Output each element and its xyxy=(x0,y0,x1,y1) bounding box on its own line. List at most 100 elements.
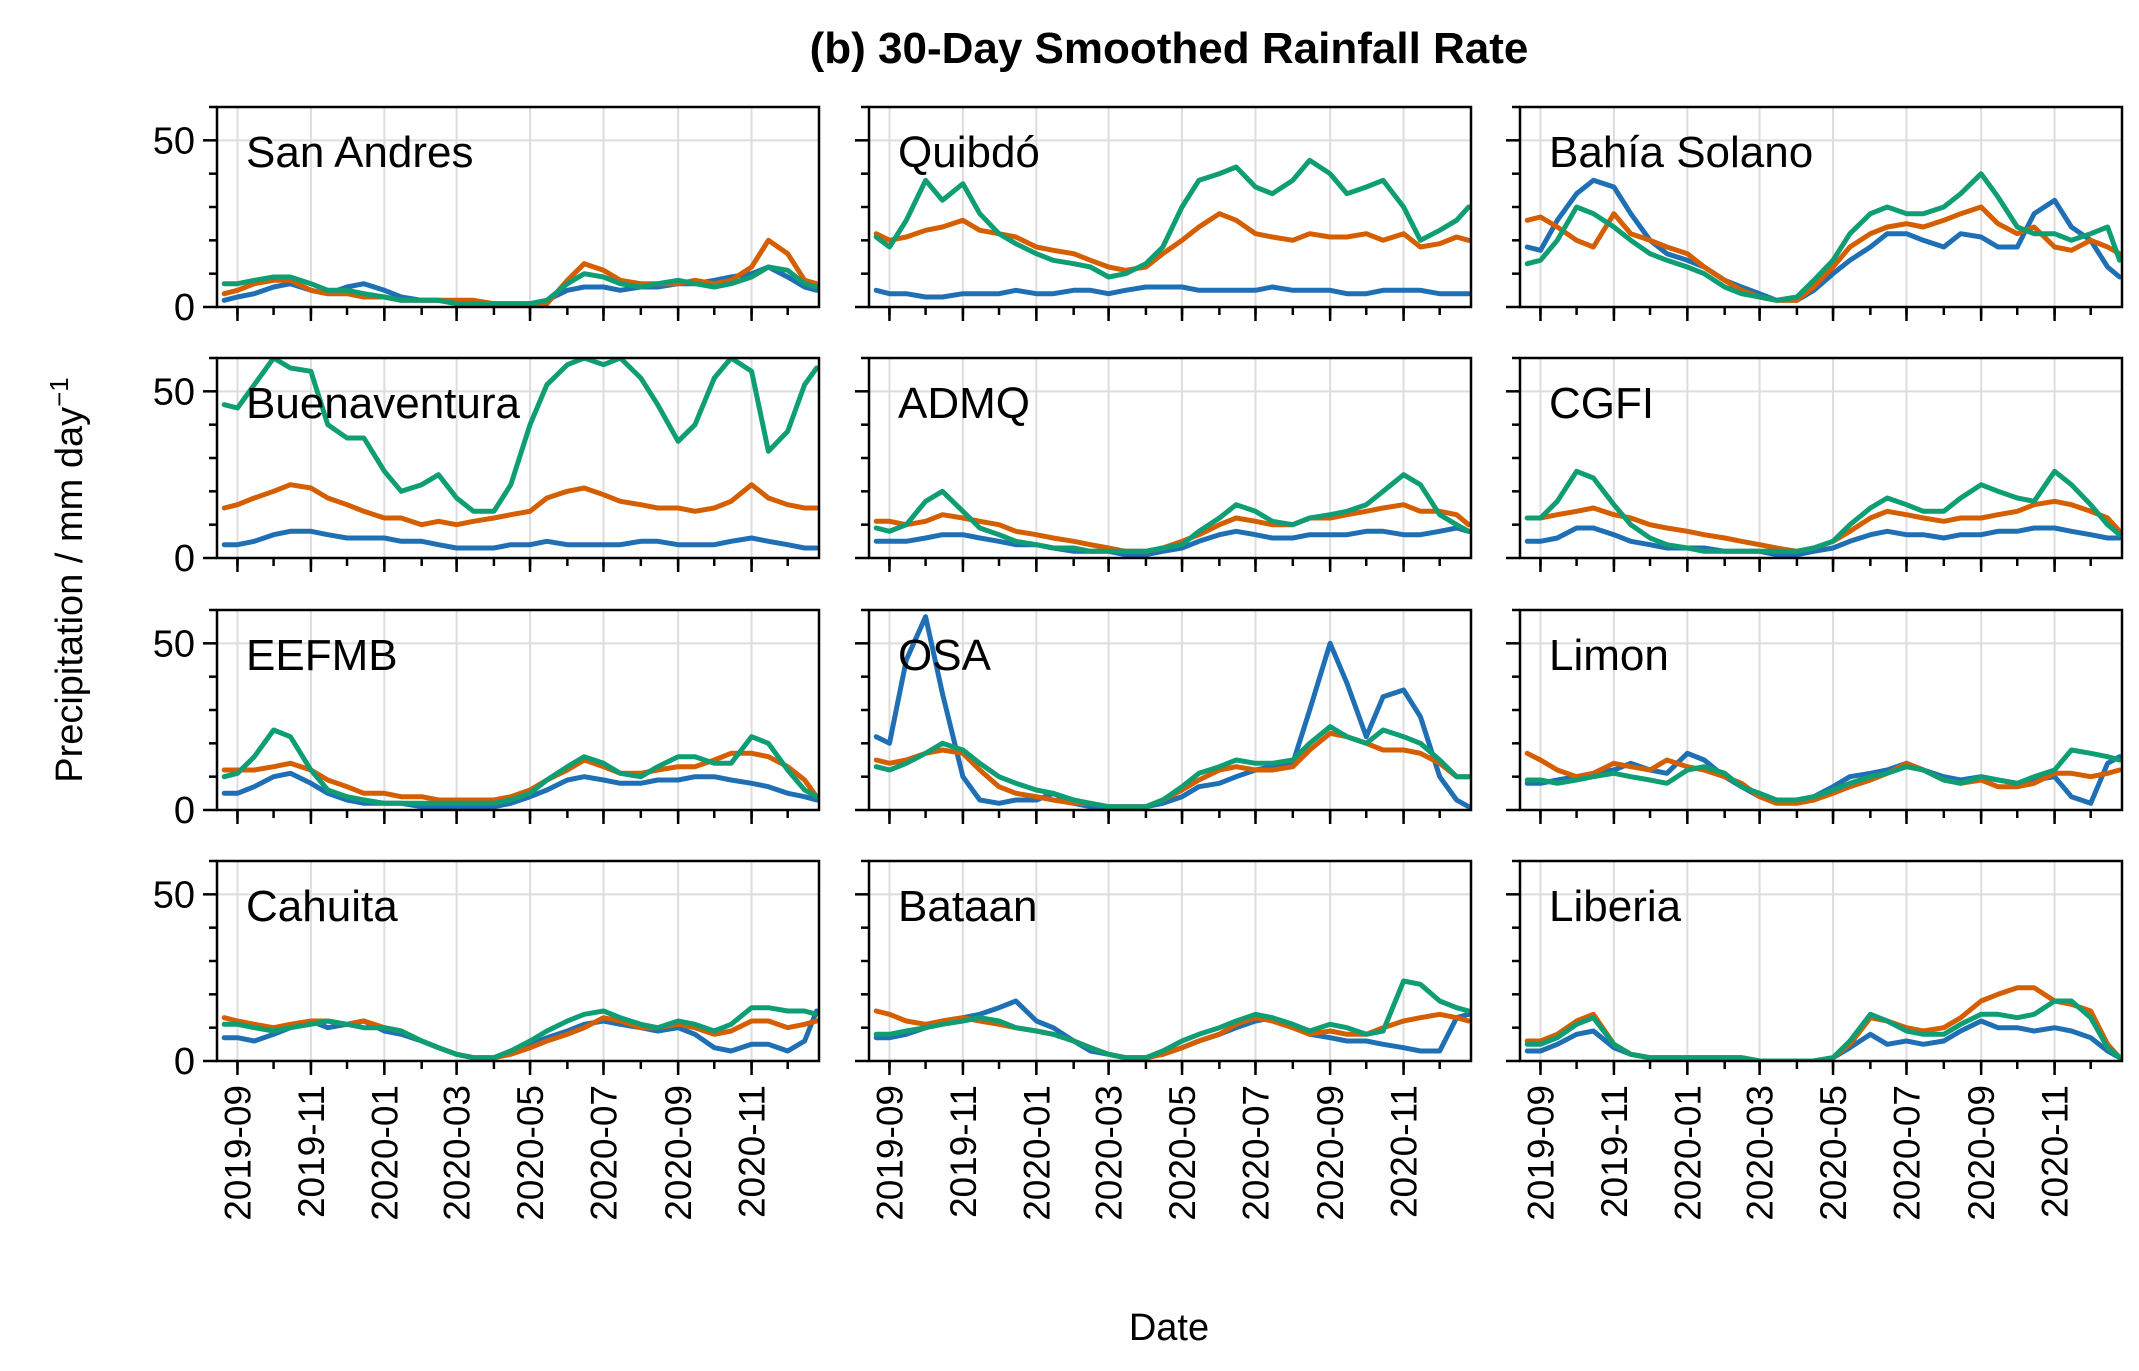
series-group xyxy=(221,727,819,810)
panel-buenaventura: 0 50 Buenaventura xyxy=(153,356,821,580)
series-line-3 xyxy=(873,978,1471,1061)
series-group xyxy=(221,237,819,307)
series-line-2 xyxy=(873,1008,1471,1061)
series-line-1 xyxy=(221,528,819,551)
station-name: Buenaventura xyxy=(246,379,521,428)
series-group xyxy=(221,358,819,551)
series-line-3 xyxy=(221,727,819,806)
x-tick-label: 2020-11 xyxy=(2035,1085,2076,1218)
series-line-3 xyxy=(221,1005,819,1061)
series-line-3 xyxy=(221,264,819,307)
y-axis-label-main: Precipitation / mm day xyxy=(49,407,91,783)
x-tick-label: 2020-07 xyxy=(584,1085,625,1221)
station-name: San Andres xyxy=(246,128,474,177)
panel-liberia: 2019-09 2019-11 2020-01 2020-03 2020-05 2020-… xyxy=(1506,859,2124,1221)
x-axis-label: Date xyxy=(1129,1307,1209,1349)
station-name: Cahuita xyxy=(246,882,398,931)
series-line-1 xyxy=(873,284,1471,300)
series-line-1 xyxy=(221,770,819,810)
station-name: EEFMB xyxy=(246,631,398,680)
series-line-3 xyxy=(873,157,1471,280)
x-tick-label: 2020-01 xyxy=(364,1085,405,1221)
y-tick-label: 50 xyxy=(153,120,195,162)
x-tick-label: 2020-05 xyxy=(1813,1085,1854,1221)
series-line-2 xyxy=(873,211,1471,273)
series-line-2 xyxy=(1524,750,2122,806)
panel-bataan: 2019-09 2019-11 2020-01 2020-03 2020-05 2020-… xyxy=(855,859,1473,1221)
y-tick-label: 0 xyxy=(174,1041,195,1083)
figure-title: (b) 30-Day Smoothed Rainfall Rate xyxy=(810,24,1529,73)
x-tick-label: 2020-01 xyxy=(1667,1085,1708,1221)
y-axis-label: Precipitation / mm day−1 xyxy=(44,377,91,783)
x-tick-label: 2019-09 xyxy=(1521,1085,1562,1221)
x-tick-label: 2020-01 xyxy=(1016,1085,1057,1221)
panel-admq: ADMQ xyxy=(855,356,1473,572)
station-name: Bahía Solano xyxy=(1549,128,1813,177)
x-tick-label: 2020-05 xyxy=(1162,1085,1203,1221)
x-tick-label: 2020-03 xyxy=(1089,1085,1130,1221)
y-tick-label: 0 xyxy=(174,538,195,580)
x-tick-label: 2020-03 xyxy=(1740,1085,1781,1221)
x-tick-label: 2019-09 xyxy=(218,1085,259,1221)
y-tick-label: 50 xyxy=(153,623,195,665)
series-line-1 xyxy=(1524,525,2122,558)
station-name: CGFI xyxy=(1549,379,1654,428)
x-tick-label: 2019-11 xyxy=(943,1085,984,1218)
panel-limon: Limon xyxy=(1506,608,2124,824)
series-group xyxy=(1524,171,2122,303)
x-tick-label: 2020-07 xyxy=(1887,1085,1928,1221)
x-tick-label: 2019-11 xyxy=(1594,1085,1635,1218)
station-name: Liberia xyxy=(1549,882,1682,931)
panel-grid: 0 50 San Andres Quibdó Bahía Solano 0 50 Buenav… xyxy=(153,105,2124,1221)
series-group xyxy=(221,1005,819,1061)
series-line-3 xyxy=(873,724,1471,810)
series-line-3 xyxy=(221,358,819,514)
series-line-2 xyxy=(221,750,819,803)
series-line-1 xyxy=(873,525,1471,558)
panel-bah-a-solano: Bahía Solano xyxy=(1506,105,2124,321)
x-tick-label: 2020-11 xyxy=(1384,1085,1425,1218)
y-tick-label: 50 xyxy=(153,874,195,916)
series-group xyxy=(873,614,1471,810)
series-line-1 xyxy=(873,614,1471,810)
station-name: Bataan xyxy=(898,882,1037,931)
series-line-3 xyxy=(1524,468,2122,554)
station-name: Limon xyxy=(1549,631,1669,680)
x-tick-label: 2019-11 xyxy=(291,1085,332,1218)
y-tick-label: 50 xyxy=(153,371,195,413)
panel-cgfi: CGFI xyxy=(1506,356,2124,572)
series-group xyxy=(873,472,1471,558)
station-name: OSA xyxy=(898,631,992,680)
x-tick-label: 2020-09 xyxy=(658,1085,699,1221)
series-group xyxy=(1524,468,2122,558)
x-tick-label: 2020-07 xyxy=(1236,1085,1277,1221)
panel-san-andres: 0 50 San Andres xyxy=(153,105,821,329)
series-line-1 xyxy=(1524,1018,2122,1061)
series-group xyxy=(1524,747,2122,806)
x-tick-label: 2020-03 xyxy=(437,1085,478,1221)
series-group xyxy=(873,157,1471,300)
series-group xyxy=(1524,985,2122,1061)
x-tick-label: 2020-09 xyxy=(1961,1085,2002,1221)
panel-quibd-: Quibdó xyxy=(855,105,1473,321)
series-line-2 xyxy=(221,482,819,528)
series-line-2 xyxy=(221,237,819,307)
x-tick-label: 2020-11 xyxy=(732,1085,773,1218)
x-tick-label: 2019-09 xyxy=(870,1085,911,1221)
panel-cahuita: 0 50 2019-09 2019-11 2020-01 2020-03 2020-05 20… xyxy=(153,859,821,1221)
series-line-3 xyxy=(1524,171,2122,303)
station-name: Quibdó xyxy=(898,128,1040,177)
x-tick-label: 2020-09 xyxy=(1310,1085,1351,1221)
y-axis-label-exponent: −1 xyxy=(44,377,74,407)
panel-eefmb: 0 50 EEFMB xyxy=(153,608,821,832)
panel-osa: OSA xyxy=(855,608,1473,824)
series-line-3 xyxy=(873,472,1471,554)
series-line-3 xyxy=(1524,998,2122,1061)
y-tick-label: 0 xyxy=(174,287,195,329)
y-tick-label: 0 xyxy=(174,790,195,832)
series-line-1 xyxy=(1524,177,2122,303)
station-name: ADMQ xyxy=(898,379,1030,428)
y-axis-label-group: Precipitation / mm day−1 xyxy=(44,377,91,783)
series-group xyxy=(873,978,1471,1061)
